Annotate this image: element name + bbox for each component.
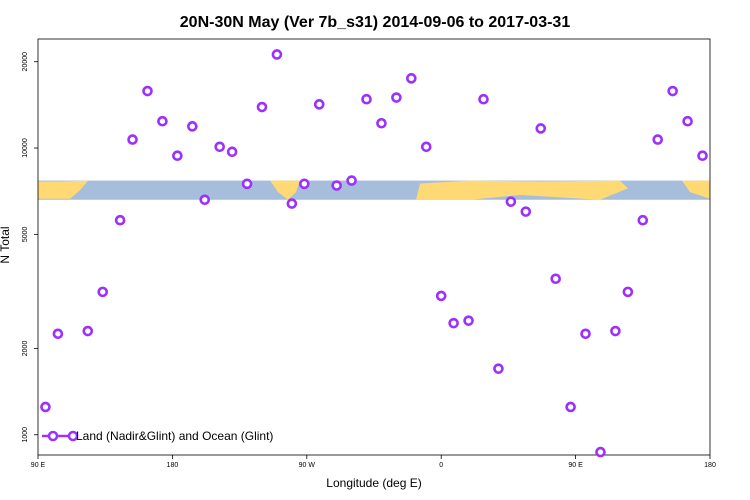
- data-point: [520, 206, 532, 217]
- chart-title: 20N-30N May (Ver 7b_s31) 2014-09-06 to 2…: [180, 14, 571, 31]
- data-point: [376, 117, 387, 129]
- legend-label: Land (Nadir&Glint) and Ocean (Glint): [76, 429, 273, 443]
- data-point: [595, 446, 606, 458]
- data-point: [565, 401, 576, 413]
- data-point: [637, 214, 649, 226]
- y-tick-label: 20000: [22, 52, 29, 72]
- data-point: [361, 93, 372, 105]
- land-shape: [682, 180, 710, 199]
- legend: Land (Nadir&Glint) and Ocean (Glint): [42, 429, 273, 443]
- data-point: [682, 115, 693, 127]
- data-point: [420, 141, 432, 153]
- y-tick-label: 2000: [22, 341, 29, 357]
- x-tick-label: 90 W: [299, 462, 316, 469]
- x-tick-label: 90 E: [31, 462, 46, 469]
- data-point: [313, 99, 325, 110]
- y-axis: 1000 2000 5000 10000 20000: [22, 52, 38, 443]
- y-axis-label: N Total: [0, 226, 12, 263]
- x-axis: 90 E 180 90 W 0 90 E 180: [31, 455, 716, 469]
- legend-marker: [67, 430, 79, 442]
- data-point: [52, 328, 64, 340]
- data-point: [435, 290, 447, 302]
- y-tick-label: 10000: [22, 138, 29, 158]
- x-axis-label: Longitude (deg E): [326, 476, 421, 490]
- data-point: [241, 178, 253, 190]
- data-point: [97, 286, 109, 298]
- data-point: [505, 196, 517, 207]
- data-series: [40, 49, 708, 458]
- data-point: [187, 121, 198, 132]
- land-shape: [416, 180, 628, 200]
- x-tick-label: 90 E: [568, 462, 583, 469]
- data-point: [286, 198, 298, 209]
- data-point: [478, 93, 489, 105]
- x-tick-label: 180: [167, 462, 179, 469]
- world-map-band: [38, 180, 710, 200]
- map-land: [38, 180, 710, 200]
- x-tick-label: 0: [439, 462, 443, 469]
- data-point: [652, 134, 664, 145]
- data-point: [346, 175, 357, 186]
- data-point: [82, 325, 94, 337]
- data-point: [271, 49, 283, 60]
- data-point: [142, 85, 153, 97]
- data-point: [331, 180, 342, 191]
- data-point: [391, 92, 402, 103]
- x-tick-label: 180: [704, 462, 716, 469]
- data-point: [226, 146, 238, 158]
- data-point: [157, 115, 168, 127]
- data-point: [199, 194, 211, 206]
- legend-marker: [47, 430, 59, 442]
- data-point: [406, 73, 417, 84]
- land-shape: [38, 180, 88, 199]
- data-point: [667, 85, 678, 97]
- data-point: [127, 134, 138, 145]
- data-point: [610, 325, 621, 337]
- data-point: [172, 150, 183, 162]
- data-point: [256, 101, 268, 113]
- land-shape: [270, 180, 300, 200]
- data-point: [493, 363, 504, 374]
- y-tick-label: 1000: [22, 427, 29, 443]
- y-tick-label: 5000: [22, 226, 29, 242]
- data-point: [463, 315, 474, 326]
- data-point: [299, 178, 310, 190]
- data-point: [448, 317, 459, 329]
- data-point: [114, 214, 126, 226]
- data-point: [550, 273, 561, 285]
- data-point: [40, 401, 51, 413]
- data-point: [697, 150, 708, 162]
- data-point: [622, 286, 634, 298]
- data-point: [535, 123, 547, 134]
- data-point: [214, 141, 225, 153]
- data-point: [580, 328, 591, 340]
- plot-area-frame: [37, 38, 711, 456]
